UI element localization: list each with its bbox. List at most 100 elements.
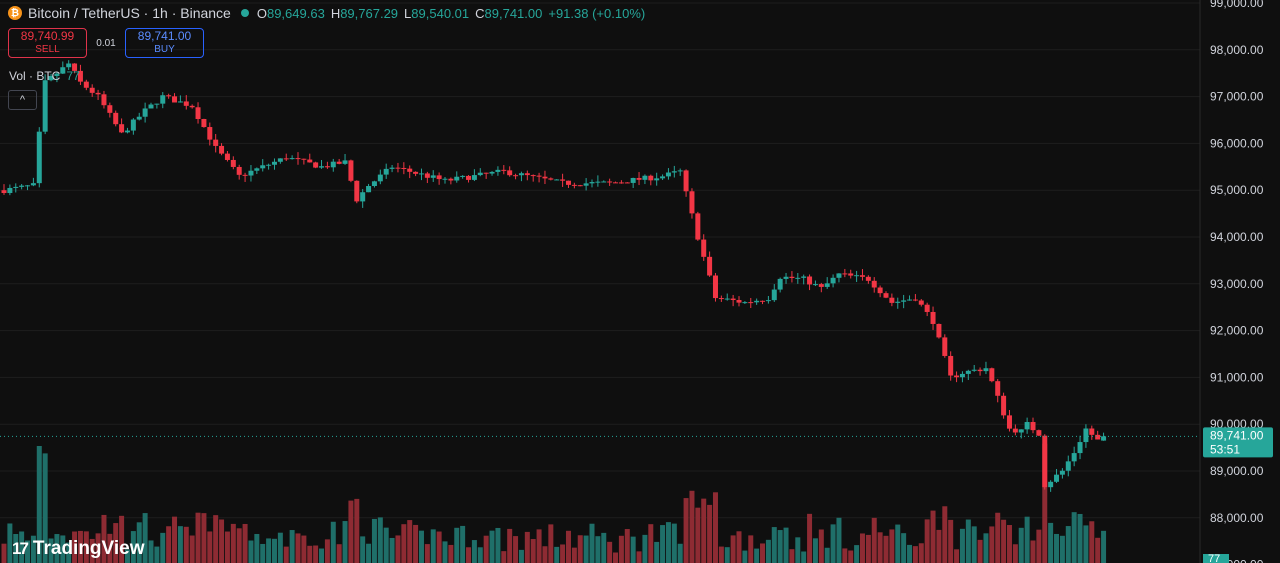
candle-body — [360, 192, 366, 202]
candle-body — [183, 101, 189, 106]
volume-bar — [930, 510, 936, 563]
ohlc-values: O89,649.63 H89,767.29 L89,540.01 C89,741… — [257, 6, 645, 21]
symbol-title[interactable]: Bitcoin / TetherUS · 1h · Binance — [28, 5, 231, 21]
volume-bar — [342, 521, 348, 563]
volume-bar — [495, 527, 501, 563]
candle-body — [77, 70, 83, 82]
volume-bar — [783, 527, 789, 563]
candle-body — [877, 287, 883, 294]
candle-body — [124, 130, 130, 133]
volume-legend[interactable]: Vol · BTC 77 — [9, 69, 80, 83]
volume-bar — [471, 540, 477, 563]
volume-bar — [912, 546, 918, 563]
tradingview-logo[interactable]: 17 TradingView — [12, 538, 145, 560]
y-tick-label: 92,000.00 — [1210, 324, 1264, 338]
candle-body — [207, 127, 213, 140]
candle-body — [577, 185, 583, 187]
candle-body — [342, 160, 348, 164]
volume-bar — [989, 526, 995, 563]
volume-bar — [119, 515, 125, 563]
candle-body — [683, 170, 689, 192]
candle-body — [224, 153, 230, 160]
candle-body — [495, 169, 501, 172]
volume-bar — [172, 516, 178, 563]
volume-bar — [560, 544, 566, 563]
volume-bar — [1071, 512, 1077, 563]
volume-bar — [401, 524, 407, 563]
volume-bar — [430, 529, 436, 563]
volume-bar — [601, 532, 607, 563]
candle-body — [695, 213, 701, 240]
volume-bar — [224, 531, 230, 563]
buy-button[interactable]: 89,741.00 BUY — [125, 28, 204, 58]
candle-body — [54, 73, 60, 76]
candle-body — [830, 277, 836, 284]
close-value: 89,741.00 — [484, 5, 543, 21]
candle-body — [330, 161, 336, 168]
candle-body — [524, 173, 530, 176]
candle-body — [807, 276, 813, 285]
candle-body — [389, 167, 395, 169]
volume-bar — [983, 533, 989, 563]
volume-bar — [413, 524, 419, 563]
y-tick-label: 88,000.00 — [1210, 511, 1264, 525]
volume-bar — [795, 537, 801, 563]
volume-bar — [477, 547, 483, 563]
volume-bar — [812, 538, 818, 563]
volume-bar — [236, 528, 242, 563]
volume-bar — [1089, 521, 1095, 563]
volume-bar — [1018, 527, 1024, 563]
volume-bar — [895, 524, 901, 563]
volume-bar — [36, 446, 42, 563]
high-label: H — [330, 5, 341, 21]
candle-body — [901, 300, 907, 302]
volume-axis-label: 77 — [1208, 553, 1220, 563]
candle-body — [177, 101, 183, 103]
candle-body — [530, 175, 536, 177]
candle-body — [154, 103, 160, 105]
volume-bar — [454, 527, 460, 563]
candle-body — [936, 323, 942, 338]
volume-bar — [959, 528, 965, 563]
candle-body — [595, 181, 601, 183]
volume-bar — [701, 498, 707, 563]
candle-body — [977, 369, 983, 372]
volume-bar — [518, 549, 524, 563]
candle-body — [201, 119, 207, 128]
volume-bar — [977, 539, 983, 563]
volume-bar — [442, 541, 448, 563]
candle-body — [1054, 474, 1060, 482]
volume-bar — [789, 549, 795, 563]
buy-label: BUY — [154, 44, 175, 55]
collapse-legend-button[interactable]: ^ — [8, 90, 37, 110]
candle-body — [7, 187, 13, 194]
candle-body — [354, 180, 360, 202]
candle-body — [42, 80, 48, 132]
candles — [1, 60, 1107, 492]
candle-body — [854, 275, 860, 277]
volume-bar — [289, 530, 295, 563]
candle-body — [736, 300, 742, 303]
candle-body — [1018, 429, 1024, 433]
volume-bar — [1001, 519, 1007, 563]
volume-bar — [524, 531, 530, 563]
candle-body — [371, 181, 377, 187]
volume-bar — [307, 545, 313, 563]
price-axis[interactable]: 99,000.00 98,000.00 97,000.00 96,000.00 95,0… — [1210, 0, 1264, 563]
sell-button[interactable]: 89,740.99 SELL — [8, 28, 87, 58]
candle-body — [536, 175, 542, 177]
volume-bar — [260, 543, 266, 563]
candle-body — [60, 67, 66, 74]
volume-bars — [1, 443, 1107, 563]
volume-bar — [395, 535, 401, 563]
market-status-icon[interactable] — [240, 9, 249, 17]
candle-body — [72, 63, 78, 71]
candle-body — [665, 172, 671, 177]
candle-body — [336, 161, 342, 164]
symbol-legend: ₿ Bitcoin / TetherUS · 1h · Binance O89,… — [8, 4, 645, 22]
candle-body — [795, 277, 801, 279]
candle-body — [730, 298, 736, 301]
candle-body — [166, 95, 172, 97]
